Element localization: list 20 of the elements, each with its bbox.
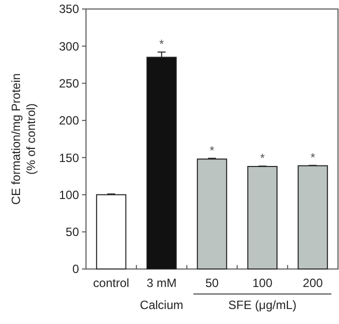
x-tick-label: 50 [205,276,219,290]
y-axis-title: CE formation/mg Protein (% of control) [9,73,38,205]
y-tick-label: 0 [72,262,80,276]
y-tick-label: 250 [58,76,80,90]
y-tick-label: 300 [58,39,80,54]
x-tick-label: 3 mM [146,276,177,290]
x-tick-label: 100 [252,276,273,290]
y-tick-label: 100 [58,188,80,202]
annotation: * [159,37,164,52]
annotation: * [260,151,266,166]
annotation: * [310,150,316,164]
y-tick-label: 350 [58,2,80,16]
text: Calcium [140,298,184,312]
x-tick-label: 200 [302,276,324,290]
y-tick-label: 150 [58,150,80,165]
x-tick-label: control [93,276,130,290]
y-tick-label: 50 [66,225,80,240]
y-tick-label: 200 [58,114,80,128]
text: SFE (μg/mL) [228,298,297,312]
annotation: * [210,143,215,158]
